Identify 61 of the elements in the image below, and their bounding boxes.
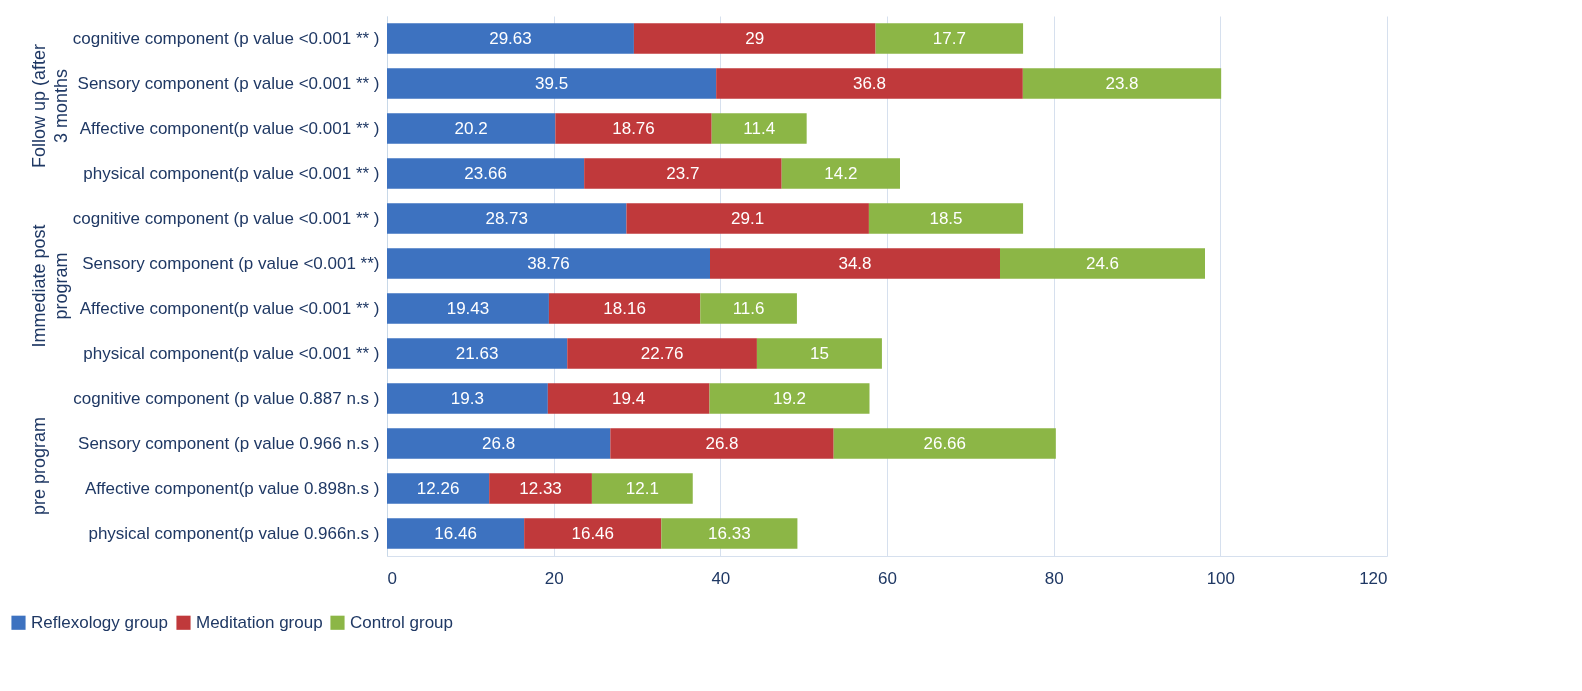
text: Immediate post program xyxy=(29,224,71,348)
data-label: 29 xyxy=(745,28,765,48)
data-label: 28.73 xyxy=(485,208,528,228)
legend-label: Control group xyxy=(350,612,454,632)
data-label: 18.5 xyxy=(929,208,963,228)
data-label: 19.4 xyxy=(612,388,646,408)
x-tick-label: 120 xyxy=(1359,568,1388,588)
y-tick-label: cognitive component (p value 0.887 n.s ) xyxy=(73,388,380,408)
data-label: 23.8 xyxy=(1105,73,1139,93)
data-label: 17.7 xyxy=(932,28,966,48)
x-tick-label: 100 xyxy=(1206,568,1236,588)
data-label: 26.8 xyxy=(705,433,739,453)
data-label: 20.2 xyxy=(454,118,488,138)
y-tick-label: Affective component(p value 0.898n.s ) xyxy=(84,478,380,498)
y-tick-label: Sensory component (p value 0.966 n.s ) xyxy=(78,433,380,453)
data-label: 36.8 xyxy=(852,73,887,93)
y-tick-label: physical component(p value <0.001 ** ) xyxy=(83,163,380,183)
data-label: 16.33 xyxy=(708,523,751,543)
y-tick-label: cognitive component (p value <0.001 ** ) xyxy=(72,28,380,48)
x-tick-label: 60 xyxy=(878,568,897,588)
data-label: 23.66 xyxy=(464,163,507,183)
legend-label: Meditation group xyxy=(196,612,323,632)
y-tick-label: cognitive component (p value <0.001 ** ) xyxy=(72,208,380,228)
data-label: 15 xyxy=(809,343,829,363)
data-label: 24.6 xyxy=(1085,253,1120,273)
data-label: 34.8 xyxy=(838,253,872,273)
legend-label: Reflexology group xyxy=(31,612,169,632)
data-label: 19.3 xyxy=(450,388,484,408)
data-label: 11.6 xyxy=(732,298,765,318)
data-label: 22.76 xyxy=(640,343,684,363)
data-label: 21.63 xyxy=(455,343,499,363)
x-tick-label: 80 xyxy=(1044,568,1064,588)
data-label: 19.43 xyxy=(446,298,490,318)
data-label: 26.8 xyxy=(482,433,516,453)
data-label: 16.46 xyxy=(571,523,615,543)
data-label: 39.5 xyxy=(535,73,569,93)
y-tick-label: Sensory component (p value <0.001 **) xyxy=(82,253,380,273)
x-tick-label: 0 xyxy=(387,568,397,588)
y-tick-label: physical component(p value <0.001 ** ) xyxy=(83,343,380,363)
data-label: 11.4 xyxy=(743,118,776,138)
text: pre program xyxy=(29,416,49,516)
y-tick-label: Affective component(p value <0.001 ** ) xyxy=(79,298,380,318)
data-label: 23.7 xyxy=(666,163,700,183)
text: Follow up (after 3 months xyxy=(29,43,71,169)
data-label: 12.33 xyxy=(519,478,562,498)
data-label: 12.26 xyxy=(416,478,460,498)
y-tick-label: physical component(p value 0.966n.s ) xyxy=(88,523,380,543)
data-label: 14.2 xyxy=(824,163,858,183)
data-label: 19.2 xyxy=(772,388,807,408)
data-label: 29.1 xyxy=(731,208,765,228)
y-tick-label: Sensory component (p value <0.001 ** ) xyxy=(77,73,380,93)
data-label: 26.66 xyxy=(923,433,967,453)
x-tick-label: 20 xyxy=(544,568,564,588)
data-label: 38.76 xyxy=(527,253,570,273)
data-label: 18.76 xyxy=(612,118,655,138)
data-label: 29.63 xyxy=(489,28,532,48)
x-tick-label: 40 xyxy=(711,568,731,588)
y-tick-label: Affective component(p value <0.001 ** ) xyxy=(79,118,380,138)
data-label: 12.1 xyxy=(625,478,659,498)
data-label: 16.46 xyxy=(434,523,477,543)
data-label: 18.16 xyxy=(603,298,646,318)
